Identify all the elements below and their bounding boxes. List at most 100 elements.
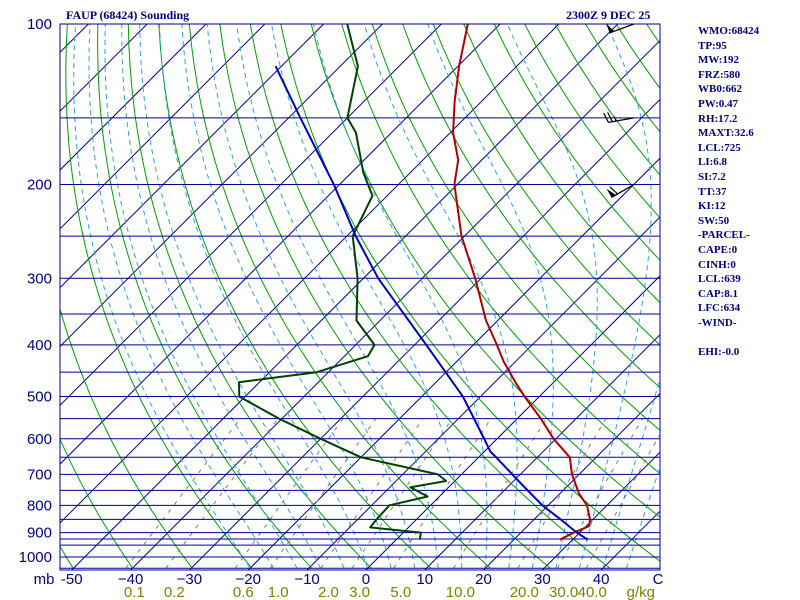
mixing-ratio-tick-label: 2.0	[318, 584, 339, 600]
wind-barb-staff	[611, 183, 635, 198]
stat-item: -WIND-	[698, 316, 737, 329]
wind-barb-full	[607, 112, 613, 122]
isotherm-line	[60, 24, 501, 465]
isotherm-line	[60, 24, 207, 171]
wind-barb-flag	[606, 188, 616, 198]
isotherm-line	[60, 24, 383, 348]
pressure-tick-label: 1000	[19, 549, 52, 566]
mixing-ratio-tick-label: 1.0	[268, 584, 289, 600]
temperature-tick-label: −30	[177, 571, 202, 588]
moist-adiabat-line	[88, 24, 274, 569]
moist-adiabat-line	[625, 466, 660, 569]
mixing-ratio-tick-label: 3.0	[349, 584, 370, 600]
dry-adiabat-line	[188, 24, 491, 569]
pressure-tick-label: 300	[27, 270, 52, 287]
temperature-tick-label: 30	[534, 571, 551, 588]
mixing-ratio-line	[320, 418, 424, 569]
pressure-tick-label: 200	[27, 176, 52, 193]
moist-adiabat-line	[506, 24, 598, 569]
stat-item: LCL:725	[698, 141, 741, 154]
moist-adiabat-line	[271, 24, 463, 569]
dry-adiabat-line	[402, 24, 660, 389]
temperature-tick-label: 40	[593, 571, 610, 588]
dry-adiabat-line	[341, 24, 660, 475]
temperature-tick-label: −20	[236, 571, 261, 588]
dry-adiabat-line	[310, 24, 660, 518]
isotherm-line	[0, 24, 30, 570]
wind-barb-full	[603, 112, 609, 123]
moist-adiabat-line	[578, 24, 652, 569]
moist-adiabat-line	[602, 377, 660, 569]
stat-item: MAXT:32.6	[698, 127, 754, 140]
stat-item: SI:7.2	[698, 170, 726, 183]
mixing-ratio-tick-label: 0.6	[233, 584, 254, 600]
isotherm-line	[60, 24, 442, 407]
isotherm-line	[60, 24, 560, 524]
temperature-tick-label: −40	[118, 571, 143, 588]
isotherm-line	[189, 98, 660, 570]
pressure-tick-label: 400	[27, 337, 52, 354]
pressure-tick-label: 600	[27, 431, 52, 448]
stat-item: LCL:639	[698, 273, 741, 286]
stat-item	[698, 330, 759, 345]
dry-adiabat-line	[769, 24, 800, 568]
parcel-trace	[274, 65, 589, 541]
stat-item: CINH:0	[698, 258, 736, 271]
pressure-tick-label: 100	[27, 16, 52, 33]
mixing-ratio-line	[234, 418, 344, 569]
temperature-tick-label: 10	[416, 571, 433, 588]
mixing-ratio-unit-label: g/kg	[627, 584, 655, 600]
mixing-ratio-line	[165, 418, 279, 569]
dry-adiabat-line	[585, 24, 660, 133]
dry-adiabat-line	[554, 24, 660, 176]
isotherm-line	[247, 157, 660, 570]
wind-barb-flag	[606, 23, 615, 33]
mixing-ratio-tick-label: 40.0	[578, 584, 607, 600]
stat-item: SW:50	[698, 214, 730, 227]
wind-barb-half	[613, 116, 617, 122]
pressure-tick-label: 900	[27, 525, 52, 542]
pressure-tick-label: 500	[27, 389, 52, 406]
dry-adiabat-line	[60, 438, 134, 569]
mixing-ratio-line	[393, 418, 492, 569]
stat-item: EHI:-0.0	[698, 346, 740, 359]
pressure-tick-label: 800	[27, 497, 52, 514]
mixing-ratio-tick-label: 30.0	[549, 584, 578, 600]
stat-item: PW:0.47	[698, 97, 739, 110]
dry-adiabat-line	[432, 24, 660, 346]
pressure-unit-label: mb	[34, 571, 55, 588]
mixing-ratio-tick-label: 0.2	[164, 584, 185, 600]
stat-item: TP:95	[698, 39, 727, 52]
isotherm-line	[130, 39, 660, 570]
dry-adiabat-line	[60, 307, 193, 569]
moist-adiabat-line	[363, 24, 518, 569]
moist-adiabat-line	[206, 24, 416, 569]
dry-adiabat-line	[280, 24, 660, 562]
mixing-ratio-line	[585, 433, 660, 569]
temperature-tick-label: 20	[475, 571, 492, 588]
isotherm-line	[71, 24, 619, 570]
stat-item: MW:192	[698, 54, 739, 67]
temperature-tick-label: 0	[362, 571, 370, 588]
dry-adiabat-line	[127, 24, 372, 569]
dry-adiabat-line	[249, 24, 611, 569]
stat-item: WB0:662	[698, 83, 742, 96]
dry-adiabat-line	[0, 24, 13, 568]
isotherm-line	[365, 275, 660, 570]
mixing-ratio-tick-label: 5.0	[390, 584, 411, 600]
temperature-tick-label: −10	[294, 571, 319, 588]
dewpoint-trace	[237, 24, 448, 540]
stat-item: FRZ:580	[698, 68, 741, 81]
stat-item: KI:12	[698, 200, 726, 213]
stat-item: WMO:68424	[698, 25, 760, 37]
dry-adiabat-line	[463, 24, 660, 304]
moist-adiabat-line	[159, 24, 369, 569]
sounding-datetime: 2300Z 9 DEC 25	[566, 8, 651, 22]
moist-adiabat-line	[104, 24, 298, 569]
wind-barb-full	[609, 186, 618, 195]
mixing-ratio-line	[125, 418, 241, 569]
moist-adiabat-line	[181, 24, 392, 569]
moist-adiabat-line	[427, 24, 554, 569]
moist-adiabat-line	[236, 24, 439, 569]
